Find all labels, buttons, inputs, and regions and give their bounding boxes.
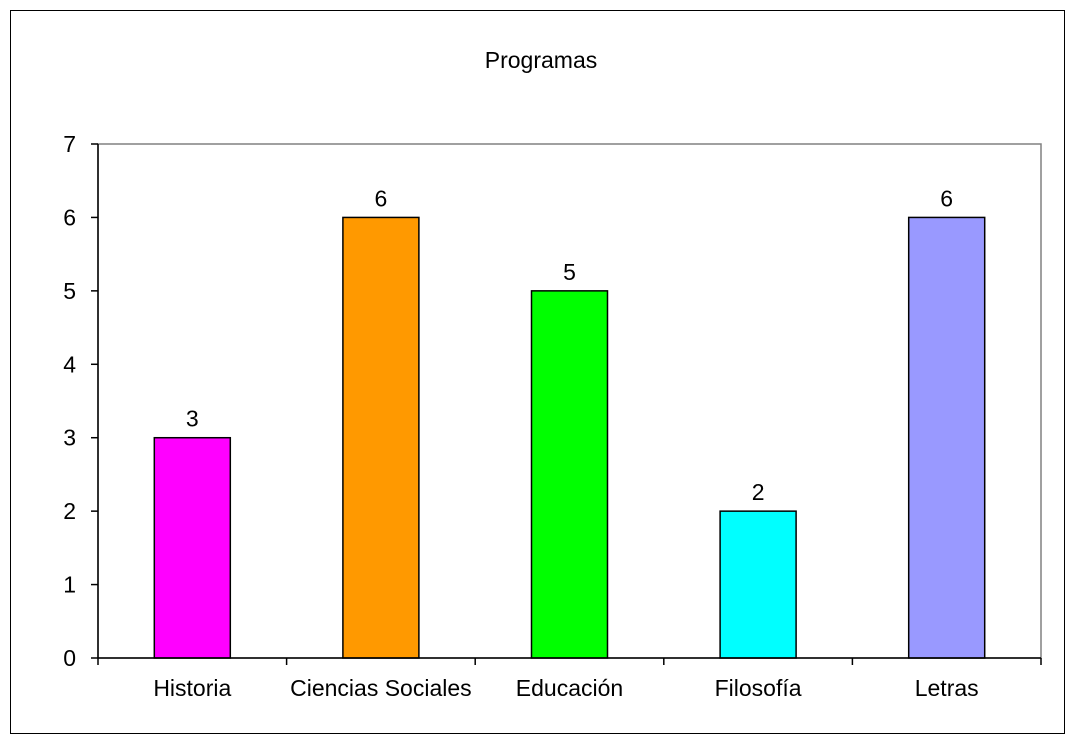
y-tick-label: 1 <box>63 572 76 598</box>
bars-layer <box>153 216 986 659</box>
data-label: 6 <box>375 185 388 211</box>
x-tick-label: Educación <box>516 675 623 701</box>
bar-filosof-a <box>719 510 797 659</box>
labels-layer: 0 1 2 3 4 5 6 7 3 Historia 6 Ciencias Sociales 5 Educ… <box>63 131 978 701</box>
y-tick-label: 6 <box>63 204 76 230</box>
axes-layer <box>91 143 1042 665</box>
x-tick-label: Filosofía <box>715 675 802 701</box>
y-tick-label: 3 <box>63 425 76 451</box>
x-tick-label: Letras <box>915 675 979 701</box>
y-tick-label: 5 <box>63 278 76 304</box>
bar-ciencias-sociales <box>342 216 420 659</box>
bar-educaci-n <box>530 290 609 659</box>
chart-title: Programas <box>485 47 597 73</box>
y-tick-label: 7 <box>63 131 76 157</box>
data-label: 2 <box>752 479 765 505</box>
x-tick-label: Historia <box>153 675 231 701</box>
y-tick-label: 2 <box>63 498 76 524</box>
data-label: 6 <box>940 185 953 211</box>
data-label: 3 <box>186 406 199 432</box>
bar-letras <box>907 216 986 659</box>
bar-historia <box>153 436 232 659</box>
y-tick-label: 4 <box>63 351 76 377</box>
y-tick-label: 0 <box>63 645 76 671</box>
x-tick-label: Ciencias Sociales <box>290 675 472 701</box>
data-label: 5 <box>563 259 576 285</box>
